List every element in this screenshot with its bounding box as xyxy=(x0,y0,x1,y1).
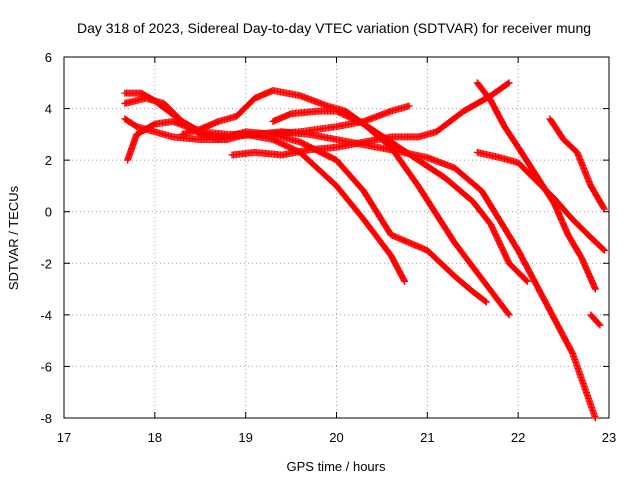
x-tick-label: 17 xyxy=(57,430,71,445)
x-tick-label: 18 xyxy=(148,430,162,445)
series-trace-11 xyxy=(587,311,604,329)
chart-title: Day 318 of 2023, Sidereal Day-to-day VTE… xyxy=(77,20,591,36)
x-axis-label: GPS time / hours xyxy=(287,459,386,474)
series-markers xyxy=(269,107,531,285)
series-markers xyxy=(228,79,513,159)
y-tick-label: 6 xyxy=(45,50,52,65)
series-trace-4 xyxy=(124,117,490,306)
series-markers xyxy=(473,79,599,293)
y-axis-label: SDTVAR / TECUs xyxy=(6,185,21,290)
series-markers xyxy=(587,311,604,329)
series-trace-6 xyxy=(228,79,513,159)
x-tick-label: 20 xyxy=(329,430,343,445)
series-trace-10 xyxy=(546,115,608,213)
x-tick-label: 19 xyxy=(238,430,252,445)
y-tick-label: 4 xyxy=(45,102,52,117)
x-tick-label: 23 xyxy=(602,430,616,445)
tick-layer: 17 18 19 20 21 22 23 -8 -6 -4 -2 0 2 4 6 xyxy=(40,50,616,445)
y-tick-label: -2 xyxy=(40,256,52,271)
y-tick-label: 0 xyxy=(45,205,52,220)
y-tick-label: 2 xyxy=(45,153,52,168)
series-trace-9 xyxy=(473,148,608,254)
series-trace-8 xyxy=(473,79,599,293)
y-tick-label: -6 xyxy=(40,359,52,374)
y-tick-label: -8 xyxy=(40,411,52,426)
series-markers xyxy=(546,115,608,213)
series-markers xyxy=(473,148,608,254)
x-tick-label: 22 xyxy=(511,430,525,445)
x-tick-label: 21 xyxy=(420,430,434,445)
data-layer xyxy=(121,79,608,422)
y-tick-label: -4 xyxy=(40,308,52,323)
series-trace-7 xyxy=(269,107,531,285)
series-markers xyxy=(124,117,490,306)
